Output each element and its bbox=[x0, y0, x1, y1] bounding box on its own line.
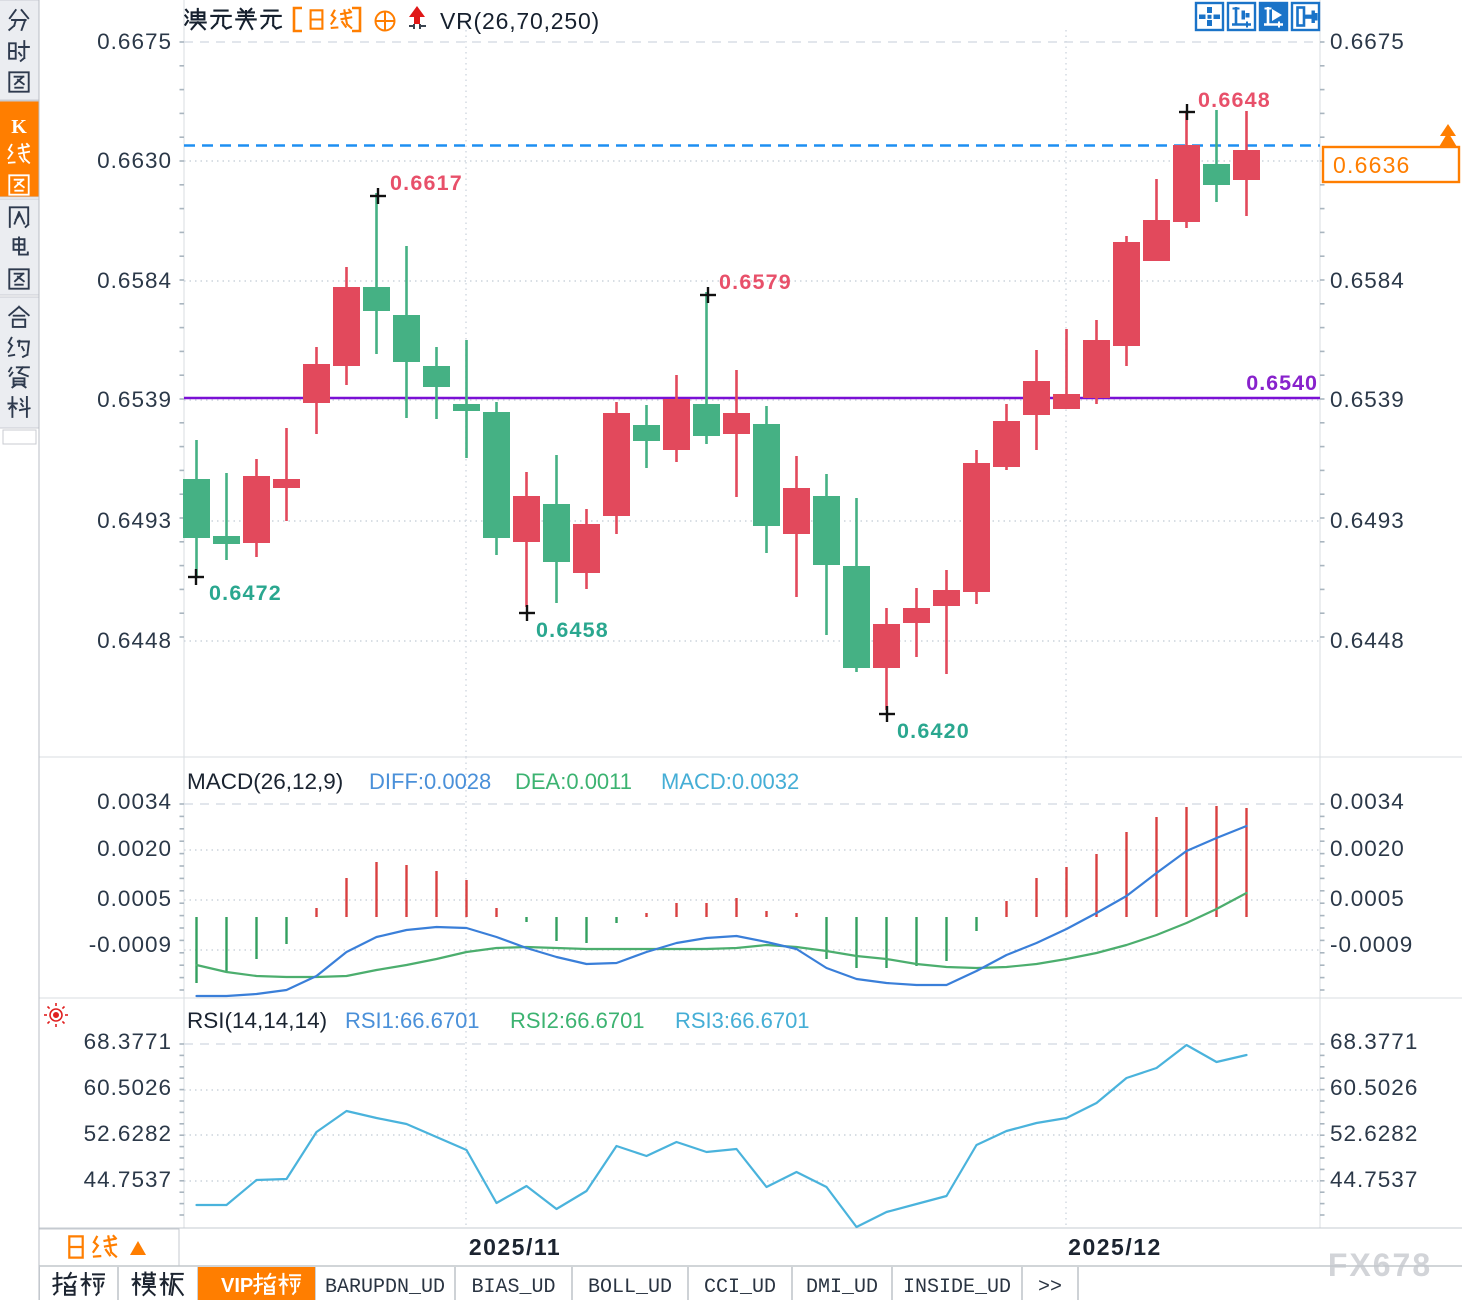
svg-text:RSI(14,14,14): RSI(14,14,14) bbox=[187, 1008, 327, 1033]
svg-text:INSIDE_UD: INSIDE_UD bbox=[903, 1276, 1011, 1299]
svg-text:60.5026: 60.5026 bbox=[1330, 1075, 1418, 1100]
svg-text:0.6675: 0.6675 bbox=[97, 29, 172, 54]
svg-text:44.7537: 44.7537 bbox=[1330, 1167, 1418, 1192]
svg-text:0.6448: 0.6448 bbox=[97, 628, 172, 653]
svg-text:0.6493: 0.6493 bbox=[1330, 508, 1405, 533]
svg-text:0.6675: 0.6675 bbox=[1330, 29, 1405, 54]
svg-text:0.6648: 0.6648 bbox=[1198, 88, 1271, 112]
svg-text:FX678: FX678 bbox=[1328, 1247, 1432, 1283]
svg-text:0.6539: 0.6539 bbox=[1330, 387, 1405, 412]
svg-text:-0.0009: -0.0009 bbox=[89, 932, 172, 957]
svg-text:MACD:0.0032: MACD:0.0032 bbox=[661, 769, 799, 794]
svg-text:0.6420: 0.6420 bbox=[897, 719, 970, 743]
svg-text:RSI1:66.6701: RSI1:66.6701 bbox=[345, 1008, 480, 1033]
svg-text:DEA:0.0011: DEA:0.0011 bbox=[515, 769, 632, 794]
svg-text:0.6539: 0.6539 bbox=[97, 387, 172, 412]
svg-text:0.6617: 0.6617 bbox=[390, 171, 463, 195]
svg-text:52.6282: 52.6282 bbox=[1330, 1121, 1418, 1146]
svg-text:0.0005: 0.0005 bbox=[97, 886, 172, 911]
svg-text:0.0034: 0.0034 bbox=[97, 789, 172, 814]
svg-text:0.6584: 0.6584 bbox=[1330, 268, 1405, 293]
svg-text:0.0034: 0.0034 bbox=[1330, 789, 1405, 814]
svg-text:0.6636: 0.6636 bbox=[1333, 152, 1411, 178]
svg-text:VIP: VIP bbox=[221, 1275, 253, 1297]
svg-text:0.0020: 0.0020 bbox=[1330, 836, 1405, 861]
svg-text:0.6458: 0.6458 bbox=[536, 618, 609, 642]
svg-text:2025/11: 2025/11 bbox=[469, 1234, 561, 1260]
svg-text:0.6448: 0.6448 bbox=[1330, 628, 1405, 653]
svg-text:CCI_UD: CCI_UD bbox=[704, 1276, 776, 1299]
svg-text:RSI3:66.6701: RSI3:66.6701 bbox=[675, 1008, 810, 1033]
svg-text:VR(26,70,250): VR(26,70,250) bbox=[440, 8, 600, 34]
svg-text:DIFF:0.0028: DIFF:0.0028 bbox=[369, 769, 491, 794]
svg-text:-0.0009: -0.0009 bbox=[1330, 932, 1413, 957]
svg-text:52.6282: 52.6282 bbox=[84, 1121, 172, 1146]
svg-text:BARUPDN_UD: BARUPDN_UD bbox=[325, 1276, 445, 1299]
svg-text:>>: >> bbox=[1038, 1276, 1062, 1299]
svg-text:2025/12: 2025/12 bbox=[1068, 1234, 1162, 1260]
svg-text:68.3771: 68.3771 bbox=[1330, 1029, 1418, 1054]
svg-text:68.3771: 68.3771 bbox=[84, 1029, 172, 1054]
svg-text:0.0020: 0.0020 bbox=[97, 836, 172, 861]
svg-text:0.6493: 0.6493 bbox=[97, 508, 172, 533]
svg-text:60.5026: 60.5026 bbox=[84, 1075, 172, 1100]
svg-text:0.0005: 0.0005 bbox=[1330, 886, 1405, 911]
svg-text:0.6579: 0.6579 bbox=[719, 270, 792, 294]
svg-text:0.6472: 0.6472 bbox=[209, 581, 282, 605]
svg-text:MACD(26,12,9): MACD(26,12,9) bbox=[187, 769, 343, 794]
svg-text:BOLL_UD: BOLL_UD bbox=[588, 1276, 672, 1299]
svg-text:K: K bbox=[11, 116, 27, 138]
svg-text:RSI2:66.6701: RSI2:66.6701 bbox=[510, 1008, 645, 1033]
svg-text:44.7537: 44.7537 bbox=[84, 1167, 172, 1192]
svg-text:0.6540: 0.6540 bbox=[1246, 371, 1318, 395]
svg-text:0.6630: 0.6630 bbox=[97, 148, 172, 173]
svg-text:DMI_UD: DMI_UD bbox=[806, 1276, 878, 1299]
svg-text:0.6584: 0.6584 bbox=[97, 268, 172, 293]
svg-text:BIAS_UD: BIAS_UD bbox=[471, 1276, 555, 1299]
